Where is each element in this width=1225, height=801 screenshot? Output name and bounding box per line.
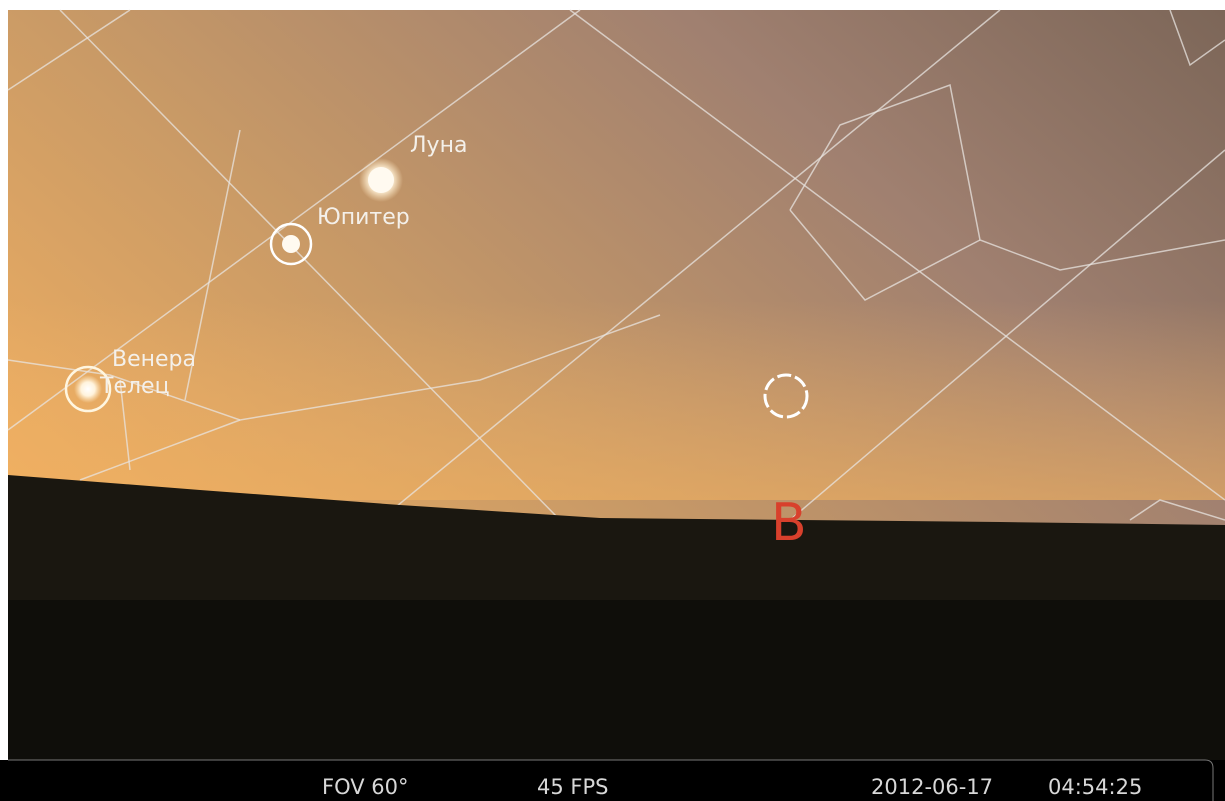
body: Луна Юпитер Венера Телец В FOV 60° 45 FP… — [0, 0, 1225, 801]
constellation-label: Телец — [99, 374, 170, 399]
jupiter-label: Юпитер — [317, 205, 410, 230]
time: 04:54:25 — [1048, 775, 1142, 799]
sky-view: Луна Юпитер Венера Телец В FOV 60° 45 FP… — [0, 0, 1225, 801]
date: 2012-06-17 — [871, 775, 993, 799]
page: Sky view {"sky": {"labels": {"moon": "Лу… — [0, 0, 1225, 801]
fov: FOV 60° — [322, 775, 409, 799]
venus-label: Венера — [112, 347, 196, 372]
status-bar — [0, 760, 1225, 801]
ground-shadow — [8, 600, 1225, 760]
cardinal-point: В — [771, 493, 807, 553]
jupiter — [282, 235, 300, 253]
venus — [74, 375, 102, 403]
fps: 45 FPS — [537, 775, 608, 799]
moon-label: Луна — [410, 133, 467, 158]
moon-disc — [368, 167, 394, 193]
